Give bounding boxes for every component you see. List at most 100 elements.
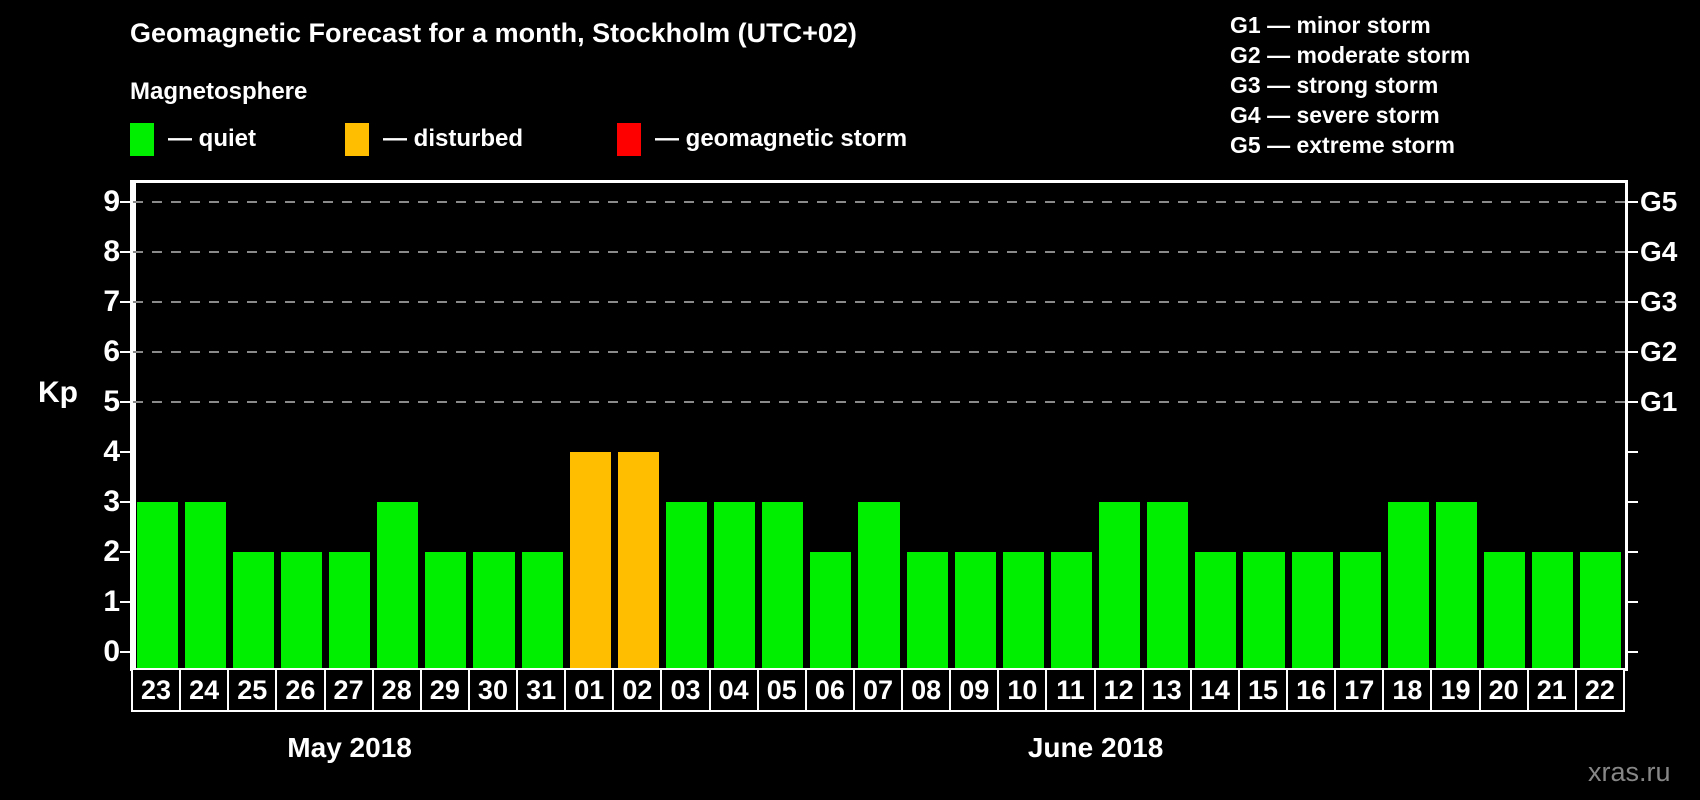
- bar-day-11: [1050, 552, 1093, 668]
- gridline-kp8: [133, 251, 1625, 253]
- date-cell-05: 05: [756, 668, 807, 712]
- y-tick-right-1: [1628, 601, 1638, 603]
- bar-day-10: [1002, 552, 1044, 668]
- month-separator: [133, 183, 136, 668]
- bar-day-19: [1435, 502, 1478, 668]
- g-axis-label-G4: G4: [1640, 236, 1678, 267]
- g-legend-line: G1 — minor storm: [1230, 12, 1431, 38]
- bar-day-09: [954, 552, 996, 668]
- y-tick-right-8: [1628, 251, 1638, 253]
- bar-day-16: [1291, 552, 1333, 668]
- chart-title: Geomagnetic Forecast for a month, Stockh…: [130, 18, 857, 48]
- date-cell-24: 24: [179, 668, 230, 712]
- date-cell-10: 10: [997, 668, 1048, 712]
- y-tick-left-3: [120, 501, 130, 503]
- bar-day-25: [232, 552, 274, 668]
- y-tick-right-2: [1628, 551, 1638, 553]
- g-legend-line: G3 — strong storm: [1230, 72, 1439, 98]
- legend-label-disturbed: — disturbed: [383, 125, 524, 152]
- y-tick-label-3: 3: [103, 485, 120, 518]
- magnetosphere-label: Magnetosphere: [130, 78, 308, 105]
- y-tick-right-3: [1628, 501, 1638, 503]
- y-axis-title: Kp: [38, 376, 78, 409]
- date-cell-12: 12: [1093, 668, 1144, 712]
- date-cell-11: 11: [1045, 668, 1096, 712]
- y-tick-left-4: [120, 451, 130, 453]
- y-tick-right-7: [1628, 301, 1638, 303]
- date-cell-03: 03: [660, 668, 711, 712]
- date-cell-20: 20: [1478, 668, 1529, 712]
- gridline-kp6: [133, 351, 1625, 353]
- bar-day-24: [184, 502, 226, 668]
- bar-day-22: [1580, 552, 1622, 668]
- y-tick-right-5: [1628, 401, 1638, 403]
- legend-label-storm: — geomagnetic storm: [655, 125, 908, 152]
- bar-day-01: [569, 452, 611, 668]
- date-cell-31: 31: [516, 668, 567, 712]
- y-tick-right-4: [1628, 451, 1638, 453]
- date-cell-27: 27: [323, 668, 374, 712]
- bar-day-14: [1195, 552, 1237, 668]
- date-cell-13: 13: [1141, 668, 1192, 712]
- y-tick-label-4: 4: [103, 435, 120, 468]
- y-tick-label-8: 8: [103, 235, 120, 268]
- date-cell-08: 08: [901, 668, 952, 712]
- bar-day-28: [377, 502, 419, 668]
- date-cell-18: 18: [1382, 668, 1433, 712]
- bar-day-02: [617, 452, 659, 668]
- legend-item-storm: — geomagnetic storm: [617, 122, 907, 156]
- g-scale-legend: G1 — minor storm G2 — moderate storm G3 — …: [1230, 10, 1470, 160]
- date-cell-30: 30: [467, 668, 519, 712]
- bar-day-05: [762, 502, 804, 668]
- disturbed-color-swatch: [345, 122, 369, 156]
- y-tick-label-5: 5: [103, 385, 120, 418]
- bar-day-03: [665, 502, 708, 668]
- month-label: June 2018: [1027, 732, 1164, 763]
- date-cell-28: 28: [371, 668, 422, 712]
- g-legend-line: G2 — moderate storm: [1230, 42, 1471, 68]
- bar-day-15: [1243, 552, 1285, 668]
- date-cell-01: 01: [564, 668, 615, 712]
- storm-color-swatch: [617, 122, 641, 156]
- bar-day-20: [1484, 552, 1526, 668]
- y-tick-right-9: [1628, 201, 1638, 203]
- g-axis-label-G1: G1: [1640, 386, 1678, 417]
- legend-item-quiet: — quiet: [130, 122, 256, 156]
- bar-day-12: [1099, 502, 1141, 668]
- date-cell-21: 21: [1526, 668, 1577, 712]
- legend-item-disturbed: — disturbed: [345, 122, 523, 156]
- quiet-color-swatch: [130, 122, 154, 156]
- bar-day-30: [473, 552, 515, 668]
- bar-day-29: [425, 552, 467, 668]
- g-legend-line: G5 — extreme storm: [1230, 132, 1455, 158]
- date-cell-26: 26: [275, 668, 326, 712]
- y-tick-left-6: [120, 351, 130, 353]
- bar-day-23: [136, 502, 178, 668]
- bar-day-13: [1147, 502, 1189, 668]
- bar-day-18: [1387, 502, 1429, 668]
- gridline-kp7: [133, 301, 1625, 303]
- date-cell-25: 25: [227, 668, 278, 712]
- date-cell-02: 02: [612, 668, 663, 712]
- bar-day-26: [280, 552, 322, 668]
- y-tick-left-1: [120, 601, 130, 603]
- date-cell-29: 29: [419, 668, 470, 712]
- date-cell-23: 23: [131, 668, 182, 712]
- y-tick-label-9: 9: [103, 185, 120, 218]
- month-label: May 2018: [287, 732, 412, 763]
- y-tick-right-0: [1628, 651, 1638, 653]
- y-tick-label-1: 1: [103, 585, 120, 618]
- y-tick-left-0: [120, 651, 130, 653]
- y-tick-label-6: 6: [103, 335, 120, 368]
- date-cell-16: 16: [1286, 668, 1337, 712]
- legend-label-quiet: — quiet: [168, 125, 256, 152]
- gridline-kp5: [133, 401, 1625, 403]
- bar-day-07: [858, 502, 900, 668]
- watermark: xras.ru: [1588, 757, 1671, 787]
- y-tick-left-5: [120, 401, 130, 403]
- date-cell-22: 22: [1574, 668, 1625, 712]
- bar-day-27: [329, 552, 371, 668]
- bar-day-04: [714, 502, 756, 668]
- g-axis-label-G3: G3: [1640, 286, 1678, 317]
- bar-day-17: [1339, 552, 1381, 668]
